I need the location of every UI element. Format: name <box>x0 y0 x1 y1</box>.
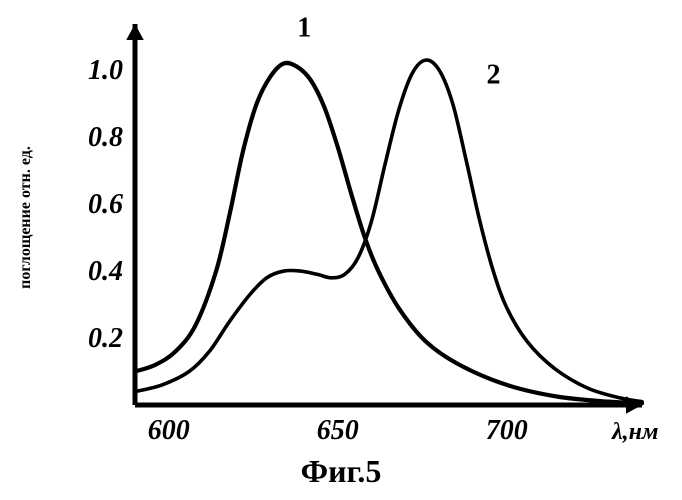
y-tick-label: 0.6 <box>88 189 123 220</box>
x-tick-label: 650 <box>317 415 359 446</box>
x-tick-label: 700 <box>486 415 528 446</box>
y-tick-label: 1.0 <box>88 55 123 86</box>
x-tick-label: 600 <box>148 415 190 446</box>
spectrum-chart: 600 650 700 0.2 0.4 0.6 0.8 1.0 поглощение отн. … <box>0 0 682 500</box>
series-label-1: 1 <box>297 13 311 44</box>
y-tick-label: 0.2 <box>88 323 123 354</box>
x-axis-label: λ,нм <box>611 419 658 445</box>
series-label-2: 2 <box>487 60 501 91</box>
y-tick-label: 0.4 <box>88 256 123 287</box>
y-tick-label: 0.8 <box>88 122 123 153</box>
y-axis-label: поглощение отн. ед. <box>17 146 34 289</box>
chart-container: 600 650 700 0.2 0.4 0.6 0.8 1.0 поглощение отн. … <box>0 0 682 500</box>
figure-caption: Фиг.5 <box>301 453 382 489</box>
